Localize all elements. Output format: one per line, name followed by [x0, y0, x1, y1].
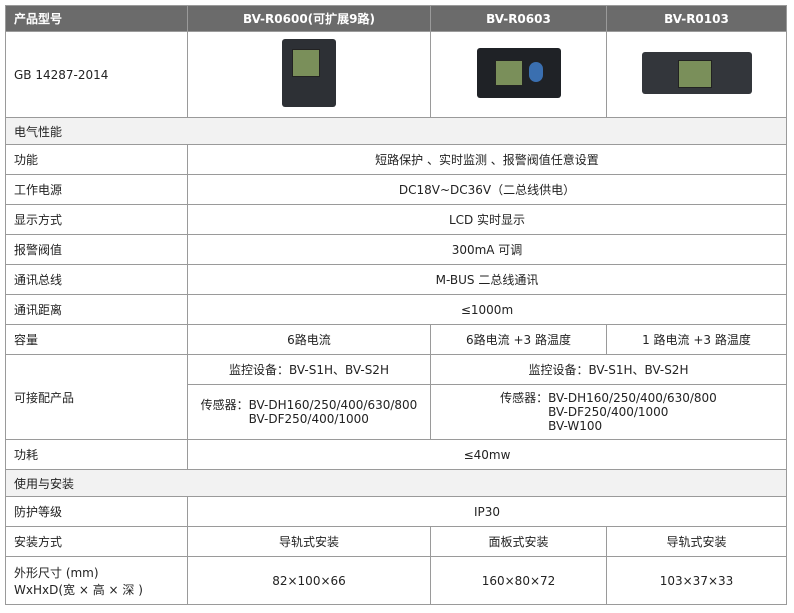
sensor-line: 传感器：BV-DH160/250/400/630/800 [500, 391, 717, 405]
protection-value: IP30 [187, 496, 787, 527]
image-row: GB 14287-2014 [5, 31, 787, 118]
power-label: 功耗 [5, 439, 188, 470]
product-image-r0603 [476, 48, 561, 98]
mounting-label: 安装方式 [5, 526, 188, 557]
capacity-value: 1 路电流 +3 路温度 [606, 324, 787, 355]
sensor-line: BV-DF250/400/1000 [548, 405, 669, 419]
dimensions-value: 103×37×33 [606, 556, 787, 605]
capacity-value: 6路电流 [187, 324, 431, 355]
mounting-value: 面板式安装 [430, 526, 607, 557]
sensors: 传感器：BV-DH160/250/400/630/800 BV-DF250/400… [201, 398, 418, 426]
dimensions-label: 外形尺寸 (mm) WxHxD(宽 × 高 × 深 ) [5, 556, 188, 605]
row-label: 通讯距离 [5, 294, 188, 325]
header-model: BV-R0600(可扩展9路) [187, 5, 431, 32]
row-value: 300mA 可调 [187, 234, 787, 265]
compatible-label: 可接配产品 [5, 354, 188, 440]
standard: GB 14287-2014 [5, 31, 188, 118]
dimensions-label-line: 外形尺寸 (mm) [14, 565, 99, 580]
row-value: M-BUS 二总线通讯 [187, 264, 787, 295]
row-label: 通讯总线 [5, 264, 188, 295]
header-model: BV-R0103 [606, 5, 787, 32]
mounting-value: 导轨式安装 [606, 526, 787, 557]
spec-table: 产品型号 BV-R0600(可扩展9路) BV-R0603 BV-R0103 G… [5, 5, 787, 605]
header-model: BV-R0603 [430, 5, 607, 32]
row-label: 功能 [5, 144, 188, 175]
protection-label: 防护等级 [5, 496, 188, 527]
header-model-label: 产品型号 [5, 5, 188, 32]
monitor-devices: 监控设备：BV-S1H、BV-S2H [187, 354, 431, 385]
row-label: 报警阀值 [5, 234, 188, 265]
monitor-devices: 监控设备：BV-S1H、BV-S2H [430, 354, 787, 385]
row-value: 短路保护 、实时监测 、报警阀值任意设置 [187, 144, 787, 175]
dimensions-label-line: WxHxD(宽 × 高 × 深 ) [14, 582, 143, 597]
sensors: 传感器：BV-DH160/250/400/630/800 BV-DF250/400… [500, 391, 717, 433]
row-label: 工作电源 [5, 174, 188, 205]
sensor-line: 传感器：BV-DH160/250/400/630/800 [200, 398, 418, 412]
row-value: ≤1000m [187, 294, 787, 325]
sensor-line: BV-DF250/400/1000 [248, 412, 369, 426]
capacity-label: 容量 [5, 324, 188, 355]
sensor-line: BV-W100 [548, 419, 603, 433]
capacity-value: 6路电流 +3 路温度 [430, 324, 607, 355]
row-label: 显示方式 [5, 204, 188, 235]
header-row: 产品型号 BV-R0600(可扩展9路) BV-R0603 BV-R0103 [5, 5, 787, 32]
power-value: ≤40mw [187, 439, 787, 470]
product-image-r0103 [641, 52, 752, 94]
dimensions-value: 82×100×66 [187, 556, 431, 605]
section-install: 使用与安装 [5, 469, 787, 497]
dimensions-value: 160×80×72 [430, 556, 607, 605]
product-image-r0600 [282, 39, 336, 107]
row-value: LCD 实时显示 [187, 204, 787, 235]
row-value: DC18V~DC36V（二总线供电） [187, 174, 787, 205]
section-electrical: 电气性能 [5, 117, 787, 145]
mounting-value: 导轨式安装 [187, 526, 431, 557]
